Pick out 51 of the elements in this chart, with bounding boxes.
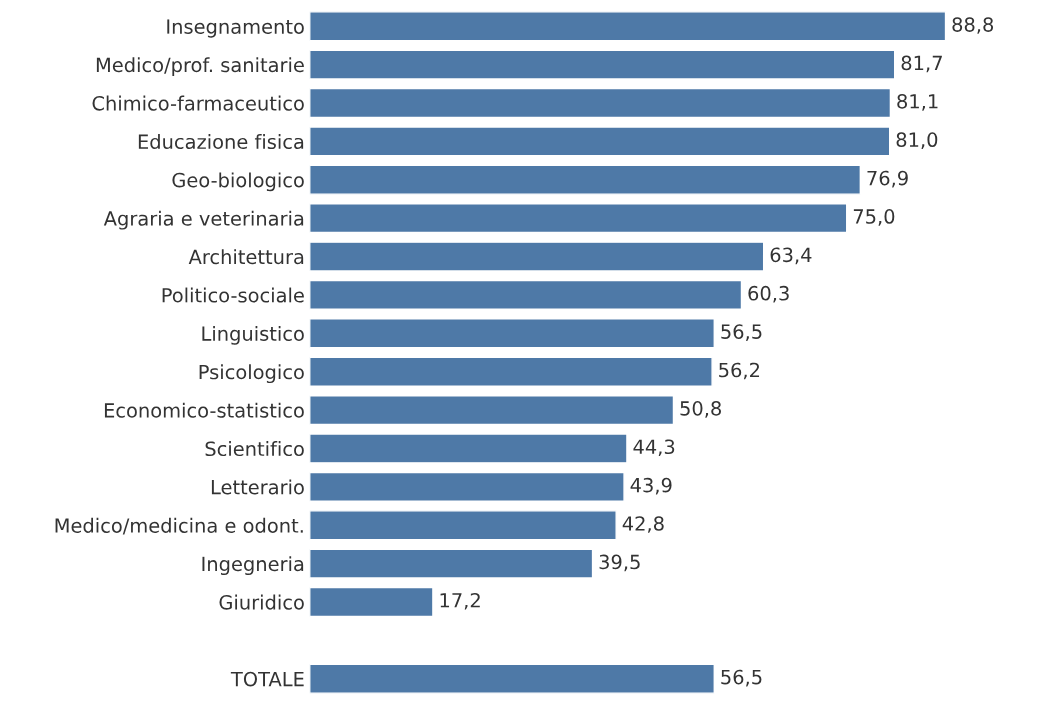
data-label: 81,1 — [897, 93, 938, 111]
y-tick-label: Politico-sociale — [162, 287, 304, 303]
bar — [309, 318, 715, 349]
bar — [309, 87, 892, 119]
data-label: 42,8 — [622, 516, 664, 533]
bar — [309, 663, 715, 694]
bar — [309, 433, 628, 464]
data-label: 44,3 — [633, 439, 675, 457]
data-label: 76,9 — [867, 170, 908, 188]
data-label: 88,8 — [952, 17, 994, 34]
y-tick-label: Letterario — [211, 479, 304, 495]
data-label: 81,7 — [901, 55, 942, 73]
y-tick-label: Architettura — [188, 249, 304, 265]
bar — [309, 471, 625, 502]
bar — [309, 203, 848, 234]
data-label: 63,4 — [770, 247, 812, 265]
data-label: 50,8 — [680, 401, 721, 418]
bar — [309, 510, 617, 541]
y-tick-label: Psicologico — [199, 364, 304, 384]
y-tick-label: Agraria e veterinaria — [103, 210, 304, 230]
bar — [309, 49, 896, 80]
data-label: 56,5 — [721, 324, 762, 341]
data-label: 56,2 — [719, 362, 760, 380]
bar — [309, 164, 862, 195]
y-tick-label: TOTALE — [230, 671, 304, 687]
y-tick-label: Economico-statistico — [104, 402, 304, 418]
bar — [309, 548, 594, 579]
y-tick-label: Medico/prof. sanitarie — [96, 57, 304, 77]
bar — [309, 356, 713, 387]
y-tick-label: Giuridico — [219, 594, 304, 610]
y-tick-label: Chimico-farmaceutico — [92, 95, 304, 111]
data-label: 39,5 — [599, 554, 640, 572]
data-label: 56,5 — [721, 669, 762, 687]
data-label: 81,0 — [896, 132, 938, 150]
y-tick-label: Educazione fisica — [138, 134, 304, 150]
bar — [309, 394, 675, 426]
y-tick-label: Insegnamento — [167, 19, 304, 38]
y-tick-label: Scientifico — [205, 441, 304, 457]
data-label: 17,2 — [440, 592, 480, 610]
data-label: 75,0 — [853, 209, 895, 226]
y-tick-label: Linguistico — [202, 325, 304, 345]
bar — [309, 241, 765, 272]
data-label: 43,9 — [630, 477, 672, 495]
bar — [309, 126, 891, 157]
y-tick-label: Geo-biologico — [172, 172, 304, 192]
y-tick-label: Medico/medicina e odont. — [55, 517, 303, 535]
bar — [309, 586, 434, 618]
data-label: 60,3 — [748, 285, 789, 303]
y-tick-label: Ingegneria — [202, 556, 304, 576]
bar — [309, 11, 947, 42]
bar — [309, 279, 743, 311]
